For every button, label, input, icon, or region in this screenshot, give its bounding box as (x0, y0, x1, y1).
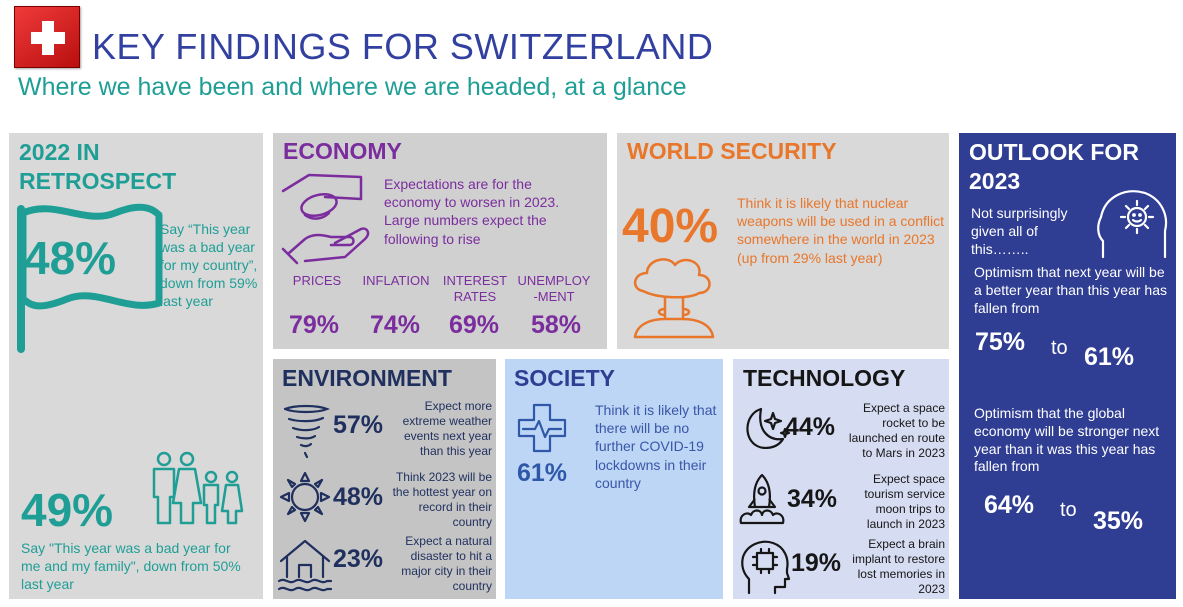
page-subtitle: Where we have been and where we are head… (18, 73, 687, 101)
retrospect-stat1-value: 48% (24, 232, 117, 284)
world-security-panel: WORLD SECURITY 40% Think it is likely th… (617, 133, 949, 349)
waving-flag-icon (17, 203, 163, 353)
economy-label-prices: PRICES (292, 273, 342, 288)
outlook-optimism2-text: Optimism that the global economy will be… (974, 405, 1160, 475)
hand-money-icon (281, 173, 370, 265)
economy-label-interest-rates: INTEREST RATES (442, 273, 508, 305)
society-panel: SOCIETY Think it is likely that there wi… (505, 359, 723, 599)
outlook-intro: Not surprisingly given all of this…….. (971, 205, 1068, 257)
outlook-optimism2-from: 64% (984, 491, 1035, 519)
world-security-text: Think it is likely that nuclear weapons … (737, 195, 945, 266)
mushroom-cloud-icon (633, 258, 715, 339)
retrospect-stat2-text: Say "This year was a bad year for me and… (21, 540, 241, 592)
medical-cross-icon (517, 403, 567, 453)
outlook-optimism2-to-word: to (1060, 499, 1077, 521)
moon-stars-icon (746, 407, 791, 449)
retrospect-title-line2: RETROSPECT (19, 167, 177, 194)
brain-chip-head-icon (741, 540, 791, 595)
environment-text-weather: Expect more extreme weather events next … (402, 399, 492, 458)
family-icon (152, 451, 244, 525)
outlook-title-line2: 2023 (969, 167, 1021, 194)
outlook-title-line1: OUTLOOK FOR (969, 139, 1139, 165)
environment-value-hottest: 48% (333, 483, 384, 511)
swiss-flag-icon (14, 6, 80, 68)
retrospect-stat2-value: 49% (21, 484, 114, 536)
rocket-icon (739, 473, 785, 525)
technology-value-moon-trips: 34% (787, 485, 838, 513)
retrospect-panel: 2022 IN RETROSPECT 48% Say “This year wa… (9, 133, 263, 599)
flooded-house-icon (277, 539, 333, 592)
retrospect-title: 2022 IN RETROSPECT (19, 138, 176, 196)
world-security-title: WORLD SECURITY (627, 138, 837, 164)
technology-value-brain: 19% (791, 549, 842, 577)
economy-value-interest-rates: 69% (448, 311, 500, 339)
economy-value-unemployment: 58% (530, 311, 582, 339)
retrospect-title-line1: 2022 IN (19, 139, 100, 165)
sun-icon (279, 471, 331, 523)
technology-value-mars: 44% (785, 413, 836, 441)
economy-panel: ECONOMY Expectations are for the economy… (273, 133, 607, 349)
technology-title: TECHNOLOGY (743, 365, 906, 391)
world-security-value: 40% (622, 200, 719, 253)
economy-value-prices: 79% (288, 311, 340, 339)
outlook-panel: OUTLOOK FOR 2023 Not surprisingly given … (959, 133, 1176, 599)
tornado-icon (283, 404, 330, 459)
society-text: Think it is likely that there will be no… (595, 402, 717, 491)
environment-text-hottest: Think 2023 will be the hottest year on r… (392, 470, 492, 529)
page-title: KEY FINDINGS FOR SWITZERLAND (92, 26, 714, 67)
economy-description: Expectations are for the economy to wors… (384, 176, 560, 247)
environment-value-disaster: 23% (333, 545, 384, 573)
society-title: SOCIETY (514, 365, 615, 391)
economy-label-unemployment: UNEMPLOY -MENT (517, 273, 591, 305)
technology-text-moon-trips: Expect space tourism service moon trips … (864, 472, 945, 531)
economy-title: ECONOMY (283, 138, 402, 164)
outlook-optimism1-to-word: to (1051, 337, 1068, 359)
technology-panel: TECHNOLOGY 44% Expect a space rocket to … (733, 359, 949, 599)
environment-value-weather: 57% (333, 411, 384, 439)
outlook-optimism1-from: 75% (975, 328, 1026, 356)
economy-label-inflation: INFLATION (362, 273, 430, 288)
economy-value-inflation: 74% (369, 311, 421, 339)
outlook-optimism1-to: 61% (1084, 343, 1135, 371)
sun-head-icon (1097, 190, 1168, 259)
technology-text-brain: Expect a brain implant to restore lost m… (852, 537, 945, 596)
society-value: 61% (517, 459, 568, 487)
technology-text-mars: Expect a space rocket to be launched en … (848, 401, 945, 460)
environment-title: ENVIRONMENT (282, 365, 452, 391)
retrospect-stat1-text: Say “This year was a bad year for my cou… (160, 221, 258, 309)
outlook-title: OUTLOOK FOR 2023 (969, 138, 1139, 196)
outlook-optimism2-to: 35% (1093, 507, 1144, 535)
outlook-optimism1-text: Optimism that next year will be a better… (974, 264, 1167, 316)
environment-panel: ENVIRONMENT 57% Expect more extreme weat… (273, 359, 496, 599)
environment-text-disaster: Expect a natural disaster to hit a major… (401, 534, 492, 593)
